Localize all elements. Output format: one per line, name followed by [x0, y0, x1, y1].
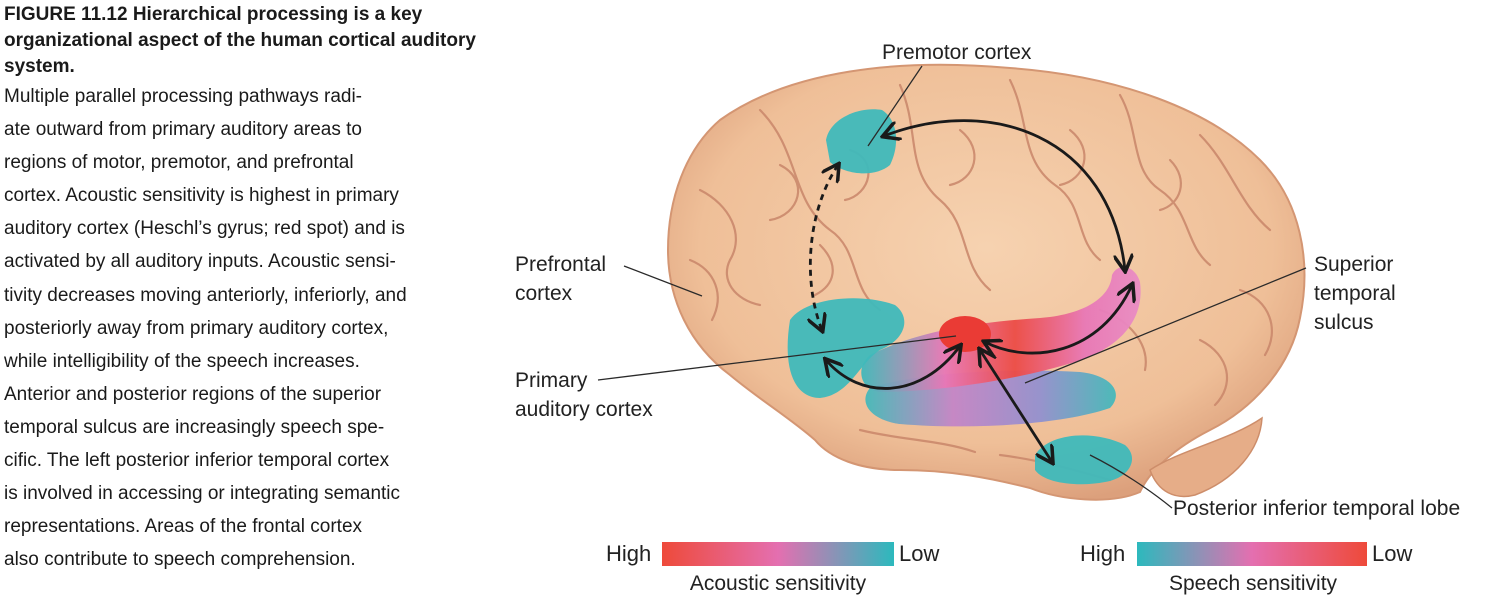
caption-body-line: auditory cortex (Heschl’s gyrus; red spo…: [4, 218, 405, 240]
caption-body-line: posteriorly away from primary auditory c…: [4, 317, 389, 339]
caption-body-line: also contribute to speech comprehension.: [4, 549, 356, 571]
label-line: Posterior inferior temporal lobe: [1173, 497, 1461, 520]
caption-body-line: cific. The left posterior inferior tempo…: [4, 450, 390, 472]
caption-body-line: is involved in accessing or integrating …: [4, 483, 401, 505]
scale-low-label: Low: [899, 541, 940, 566]
brain-shape: [666, 63, 1306, 501]
caption-title: FIGURE 11.12 Hierarchical processing is …: [4, 2, 492, 80]
caption-body-line: ate outward from primary auditory areas …: [4, 119, 362, 141]
speech-sensitivity-title: Speech sensitivity: [1168, 572, 1338, 595]
leader-lines: [597, 65, 1307, 509]
label-line: Prefrontal: [515, 253, 607, 276]
processing-arrows: [810, 119, 1132, 462]
label-superior-temporal-sulcus: Superior temporal sulcus: [1314, 250, 1396, 337]
label-posterior-inferior-temporal-lobe: Posterior inferior temporal lobe: [1173, 494, 1460, 523]
caption-body-line: while intelligibility of the speech incr…: [4, 350, 360, 372]
scale-high-label: High: [606, 541, 652, 566]
label-prefrontal-cortex: Prefrontal cortex: [515, 250, 606, 308]
arrow-premotor-to-sts: [884, 119, 1125, 270]
arrow-anterior-to-primary: [826, 346, 960, 390]
caption-body-line: cortex. Acoustic sensitivity is highest …: [4, 185, 399, 207]
brain-illustration: [597, 63, 1307, 509]
acoustic-gradient-bar: [662, 542, 894, 566]
caption-body-line: Multiple parallel processing pathways ra…: [4, 86, 363, 107]
scale-low-label: Low: [1372, 541, 1413, 566]
primary-auditory-spot: [939, 316, 991, 352]
label-line: temporal: [1314, 282, 1396, 305]
label-line: Superior: [1314, 253, 1394, 276]
speech-gradient-bar: [1137, 542, 1367, 566]
arrow-primary-to-posterior: [980, 350, 1052, 462]
caption-body: Multiple parallel processing pathways ra…: [4, 80, 492, 576]
figure-caption: FIGURE 11.12 Hierarchical processing is …: [4, 2, 492, 576]
caption-body-line: activated by all auditory inputs. Acoust…: [4, 251, 396, 273]
caption-body-line: regions of motor, premotor, and prefront…: [4, 152, 354, 174]
caption-body-line: representations. Areas of the frontal co…: [4, 516, 363, 538]
label-line: Primary: [515, 369, 588, 392]
label-line: cortex: [515, 282, 573, 305]
caption-title-line: a key organizational aspect of the human: [4, 4, 423, 51]
label-line: auditory cortex: [515, 398, 653, 421]
brain-figure: Premotor cortex Prefrontal cortex Superi…: [500, 0, 1500, 601]
label-line: Premotor cortex: [882, 41, 1032, 64]
caption-title-line: cortical auditory system.: [4, 30, 476, 77]
caption-body-line: temporal sulcus are increasingly speech …: [4, 416, 385, 438]
label-primary-auditory-cortex: Primary auditory cortex: [515, 366, 653, 424]
posterior-inferior-patch: [1035, 435, 1133, 485]
cerebellum-shape: [1149, 416, 1263, 498]
scale-high-label: High: [1080, 541, 1126, 566]
caption-body-line: tivity decreases moving anteriorly, infe…: [4, 284, 407, 306]
label-premotor-cortex: Premotor cortex: [882, 38, 1031, 67]
caption-body-line: Anterior and posterior regions of the su…: [4, 383, 382, 405]
caption-title-line: FIGURE 11.12 Hierarchical processing is: [4, 4, 370, 25]
acoustic-sensitivity-title: Acoustic sensitivity: [689, 572, 867, 595]
label-line: sulcus: [1314, 311, 1374, 334]
premotor-patch: [826, 109, 897, 174]
